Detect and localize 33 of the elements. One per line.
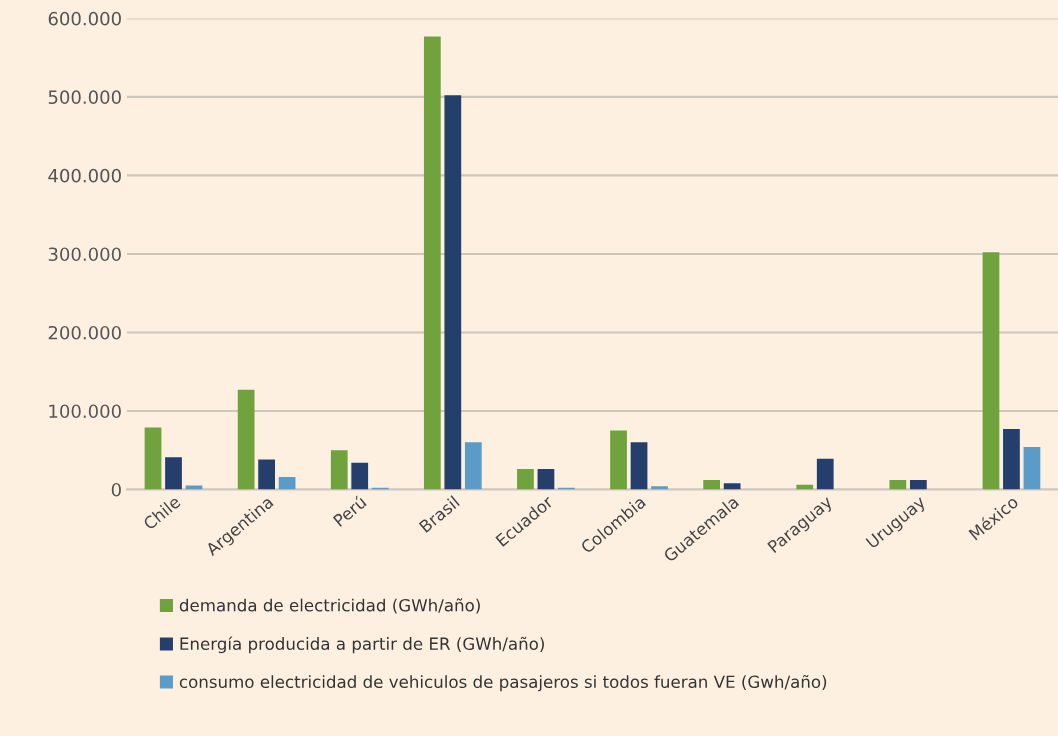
- bar: [351, 462, 369, 490]
- bar: [889, 480, 907, 490]
- y-tick-label: 100.000: [49, 404, 121, 419]
- bar: [1003, 428, 1020, 490]
- y-tick-label: 0: [111, 482, 121, 497]
- bar: [537, 469, 555, 490]
- bar: [237, 389, 255, 490]
- y-tick-label: 200.000: [48, 325, 121, 340]
- legend-label: consumo electricidad de vehiculos de pasajeros si todos fueran VE (Gwh/año): [179, 674, 827, 692]
- legend-label: Energía producida a partir de ER (GWh/año): [180, 636, 544, 654]
- bar: [982, 252, 1000, 490]
- bar: [1023, 447, 1041, 490]
- bar: [258, 459, 275, 490]
- bar: [144, 427, 162, 490]
- bar: [517, 469, 534, 490]
- y-tick-label: 600.000: [48, 11, 121, 26]
- bar: [703, 480, 721, 490]
- bar: [423, 36, 441, 490]
- y-tick-label: 300.000: [48, 247, 121, 262]
- bar: [444, 95, 462, 490]
- legend-label: demanda de electricidad (GWh/año): [179, 598, 480, 614]
- y-tick-label: 400.000: [48, 168, 121, 183]
- bar: [723, 483, 741, 490]
- y-tick-label: 500.000: [48, 90, 121, 105]
- bar: [330, 450, 348, 490]
- bar: [651, 486, 668, 490]
- bar: [816, 458, 834, 490]
- bar: [278, 476, 296, 490]
- bar: [165, 457, 182, 490]
- bar: [464, 442, 482, 490]
- bar: [909, 480, 927, 490]
- bar: [610, 430, 627, 490]
- bar: [630, 442, 648, 490]
